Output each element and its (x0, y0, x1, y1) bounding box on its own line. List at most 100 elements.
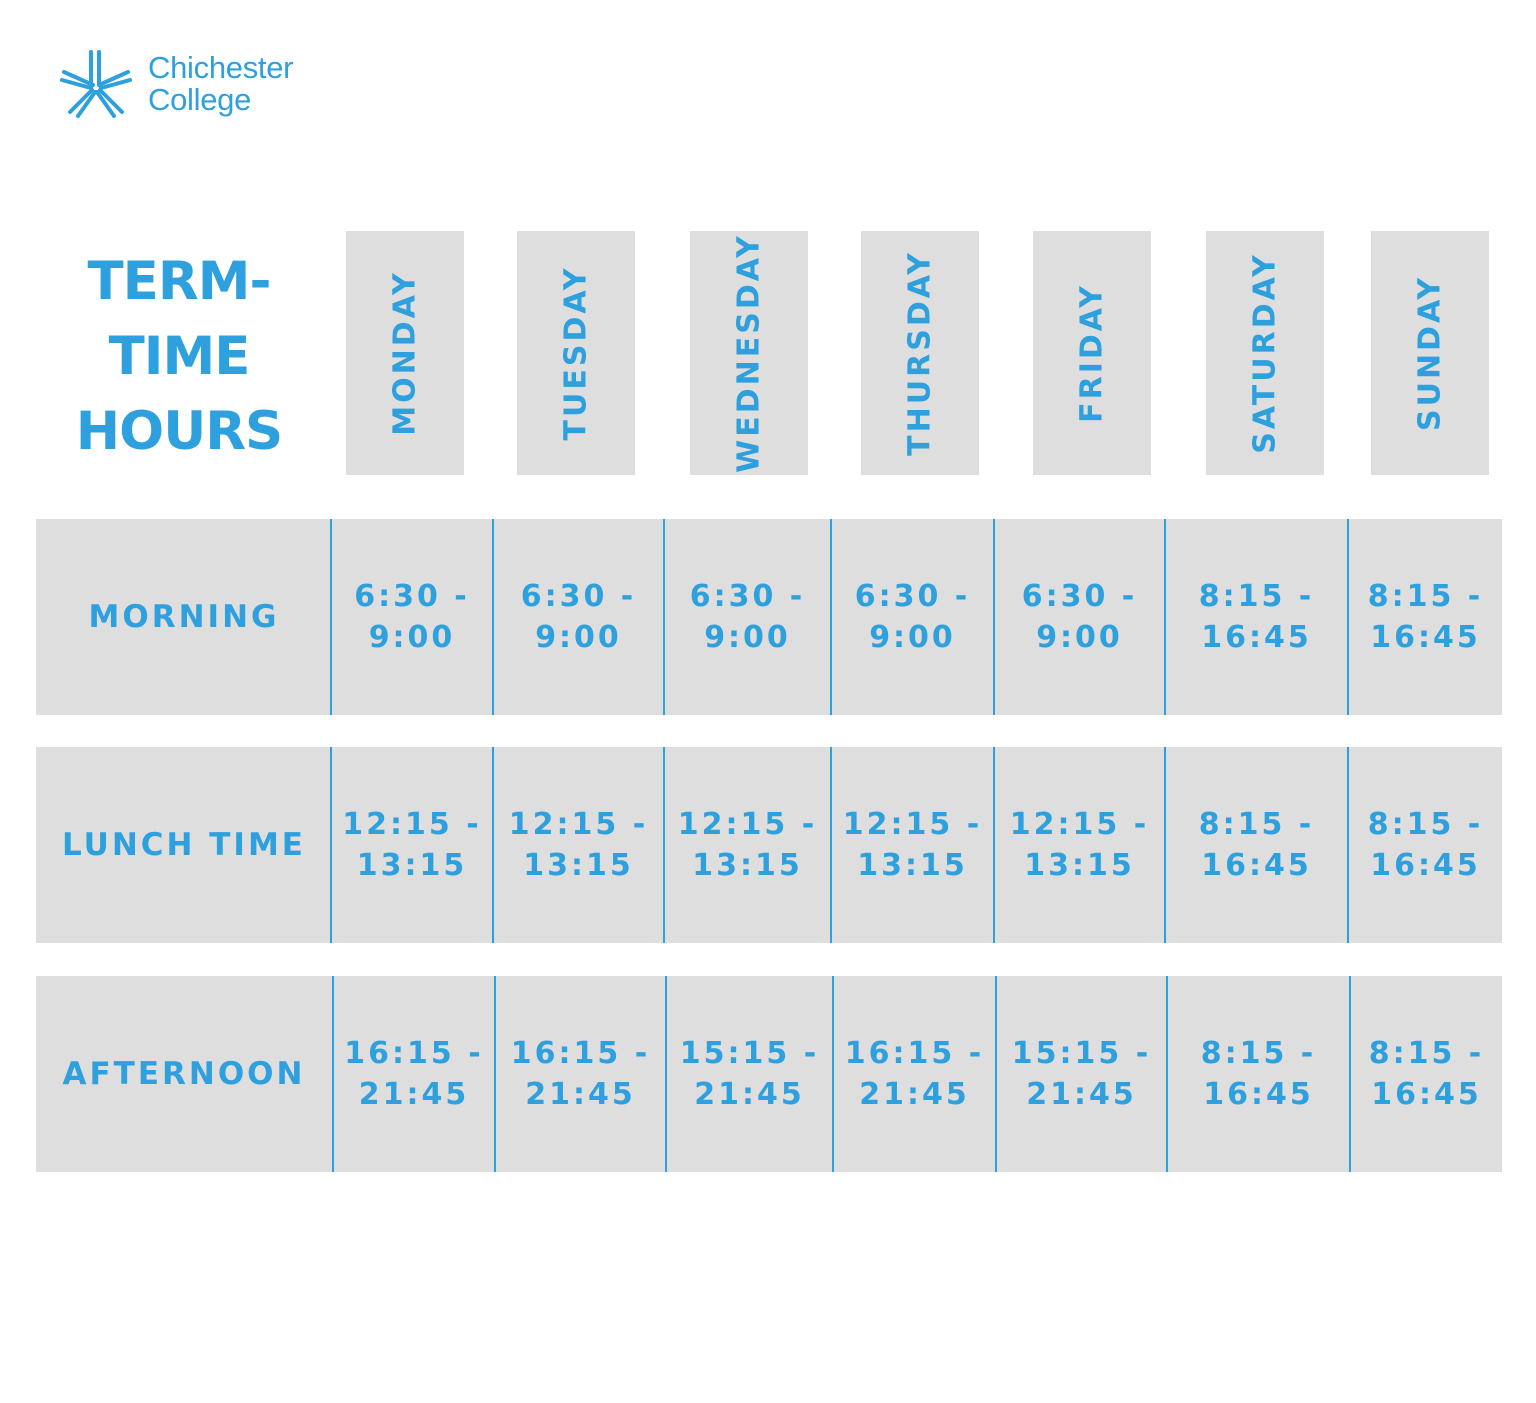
time-cell: 15:15 - 21:45 (997, 976, 1166, 1172)
time-start: 12:15 - (1009, 807, 1150, 842)
time-cell: 8:15 - 16:45 (1351, 976, 1502, 1172)
day-header-monday: MONDAY (346, 231, 464, 475)
column-divider (665, 976, 667, 1172)
column-divider (830, 519, 832, 715)
time-start: 6:30 - (354, 579, 470, 614)
time-cell: 8:15 - 16:45 (1349, 747, 1502, 943)
column-divider (330, 747, 332, 943)
time-cell: 8:15 - 16:45 (1166, 747, 1347, 943)
time-end: 21:45 (358, 1077, 470, 1112)
day-header-saturday: SATURDAY (1206, 231, 1324, 475)
time-cell: 8:15 - 16:45 (1168, 976, 1349, 1172)
time-end: 16:45 (1201, 848, 1312, 883)
time-end: 13:15 (692, 848, 803, 883)
time-start: 8:15 - (1368, 1036, 1485, 1071)
time-end: 21:45 (1026, 1077, 1137, 1112)
time-cell: 12:15 - 13:15 (494, 747, 663, 943)
time-cell: 16:15 - 21:45 (834, 976, 995, 1172)
column-divider (330, 519, 332, 715)
time-start: 6:30 - (520, 579, 637, 614)
time-start: 12:15 - (342, 807, 482, 842)
column-divider (830, 747, 832, 943)
time-cell: 8:15 - 16:45 (1166, 519, 1347, 715)
time-start: 6:30 - (689, 579, 806, 614)
time-end: 16:45 (1371, 1077, 1482, 1112)
time-end: 9:00 (1036, 620, 1123, 655)
day-header-sunday: SUNDAY (1371, 231, 1489, 475)
row-label: AFTERNOON (62, 1056, 306, 1092)
column-divider (1164, 519, 1166, 715)
time-cell: 16:15 - 21:45 (496, 976, 665, 1172)
logo-line-1: Chichester (148, 50, 294, 85)
time-end: 21:45 (694, 1077, 805, 1112)
time-cell: 12:15 - 13:15 (665, 747, 830, 943)
day-label: SATURDAY (1247, 252, 1283, 454)
column-divider (1349, 976, 1351, 1172)
column-divider (993, 519, 995, 715)
title-line-1: TERM- (87, 251, 272, 312)
time-cell: 12:15 - 13:15 (995, 747, 1164, 943)
time-cell: 12:15 - 13:15 (832, 747, 993, 943)
column-divider (663, 519, 665, 715)
day-header-tuesday: TUESDAY (517, 231, 635, 475)
column-divider (663, 747, 665, 943)
table-row-lunch-time: LUNCH TIME 12:15 - 13:15 12:15 - 13:15 1… (36, 747, 1502, 943)
time-start: 16:15 - (510, 1036, 651, 1071)
title-line-3: HOURS (75, 401, 283, 462)
column-divider (1347, 519, 1349, 715)
time-end: 16:45 (1203, 1077, 1314, 1112)
column-divider (995, 976, 997, 1172)
day-header-wednesday: WEDNESDAY (690, 231, 808, 475)
time-cell: 12:15 - 13:15 (332, 747, 492, 943)
day-label: SUNDAY (1412, 274, 1448, 432)
time-start: 16:15 - (344, 1036, 484, 1071)
column-divider (993, 747, 995, 943)
logo-line-2: College (148, 82, 252, 117)
day-label: MONDAY (387, 270, 423, 436)
time-start: 8:15 - (1198, 807, 1315, 842)
time-cell: 15:15 - 21:45 (667, 976, 832, 1172)
time-start: 8:15 - (1198, 579, 1315, 614)
day-header-friday: FRIDAY (1033, 231, 1151, 475)
row-label: MORNING (88, 599, 280, 635)
column-divider (1347, 747, 1349, 943)
time-start: 12:15 - (842, 807, 983, 842)
time-cell: 6:30 - 9:00 (494, 519, 663, 715)
time-cell: 6:30 - 9:00 (832, 519, 993, 715)
time-cell: 8:15 - 16:45 (1349, 519, 1502, 715)
table-row-afternoon: AFTERNOON 16:15 - 21:45 16:15 - 21:45 15… (36, 976, 1502, 1172)
time-end: 13:15 (523, 848, 634, 883)
table-row-morning: MORNING 6:30 - 9:00 6:30 - 9:00 6:30 - 9… (36, 519, 1502, 715)
time-start: 16:15 - (844, 1036, 985, 1071)
time-end: 9:00 (704, 620, 791, 655)
time-start: 8:15 - (1367, 807, 1484, 842)
column-divider (832, 976, 834, 1172)
row-label: LUNCH TIME (62, 827, 306, 863)
page-title: TERM- TIME HOURS (66, 244, 292, 469)
time-start: 15:15 - (1011, 1036, 1152, 1071)
column-divider (332, 976, 334, 1172)
day-label: THURSDAY (902, 250, 938, 456)
column-divider (1166, 976, 1168, 1172)
day-header-thursday: THURSDAY (861, 231, 979, 475)
time-end: 21:45 (859, 1077, 970, 1112)
time-end: 16:45 (1370, 620, 1481, 655)
time-cell: 6:30 - 9:00 (332, 519, 492, 715)
column-divider (492, 747, 494, 943)
time-start: 12:15 - (677, 807, 818, 842)
time-end: 13:15 (857, 848, 968, 883)
time-start: 15:15 - (679, 1036, 820, 1071)
column-divider (1164, 747, 1166, 943)
time-start: 8:15 - (1367, 579, 1484, 614)
time-end: 16:45 (1201, 620, 1312, 655)
title-line-2: TIME (108, 326, 251, 387)
day-label: TUESDAY (558, 265, 594, 441)
column-divider (494, 976, 496, 1172)
day-label: FRIDAY (1074, 283, 1110, 423)
day-label: WEDNESDAY (731, 233, 767, 473)
time-end: 9:00 (368, 620, 456, 655)
time-end: 16:45 (1370, 848, 1481, 883)
time-start: 6:30 - (854, 579, 971, 614)
time-cell: 6:30 - 9:00 (995, 519, 1164, 715)
time-end: 13:15 (356, 848, 468, 883)
